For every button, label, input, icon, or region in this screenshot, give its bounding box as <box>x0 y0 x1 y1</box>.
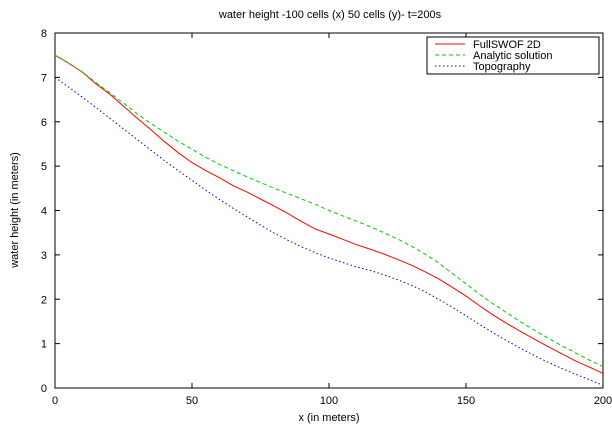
x-axis-title: x (in meters) <box>298 412 359 424</box>
series-line-analytic-solution <box>54 54 604 368</box>
x-axis: 0 50 100 150 200 <box>52 33 612 407</box>
x-tick-label: 150 <box>457 395 475 407</box>
y-axis-title: water height (in meters) <box>9 152 21 269</box>
y-axis: 0 1 2 3 4 5 6 7 8 <box>41 28 603 395</box>
legend-label: Analytic solution <box>473 50 553 62</box>
legend-label: Topography <box>473 61 531 73</box>
y-tick-label: 8 <box>41 28 47 40</box>
y-tick-label: 0 <box>41 383 47 395</box>
y-tick-label: 3 <box>41 250 47 262</box>
y-tick-label: 4 <box>41 206 47 218</box>
x-tick-label: 100 <box>320 395 338 407</box>
y-tick-label: 1 <box>41 339 47 351</box>
chart-title: water height -100 cells (x) 50 cells (y)… <box>218 9 442 21</box>
y-tick-label: 7 <box>41 72 47 84</box>
y-tick-label: 6 <box>41 117 47 129</box>
series-line-topography <box>54 76 604 386</box>
plot-area: 0 1 2 3 4 5 6 7 8 0 50 100 150 200 <box>41 28 612 407</box>
series-line-fullswof-2d <box>54 54 604 374</box>
y-tick-label: 2 <box>41 294 47 306</box>
legend-box <box>426 36 600 75</box>
x-tick-label: 200 <box>594 395 612 407</box>
x-tick-label: 0 <box>52 395 58 407</box>
y-tick-label: 5 <box>41 161 47 173</box>
legend-label: FullSWOF 2D <box>473 39 541 51</box>
x-tick-label: 50 <box>186 395 198 407</box>
series-lines <box>54 54 604 386</box>
